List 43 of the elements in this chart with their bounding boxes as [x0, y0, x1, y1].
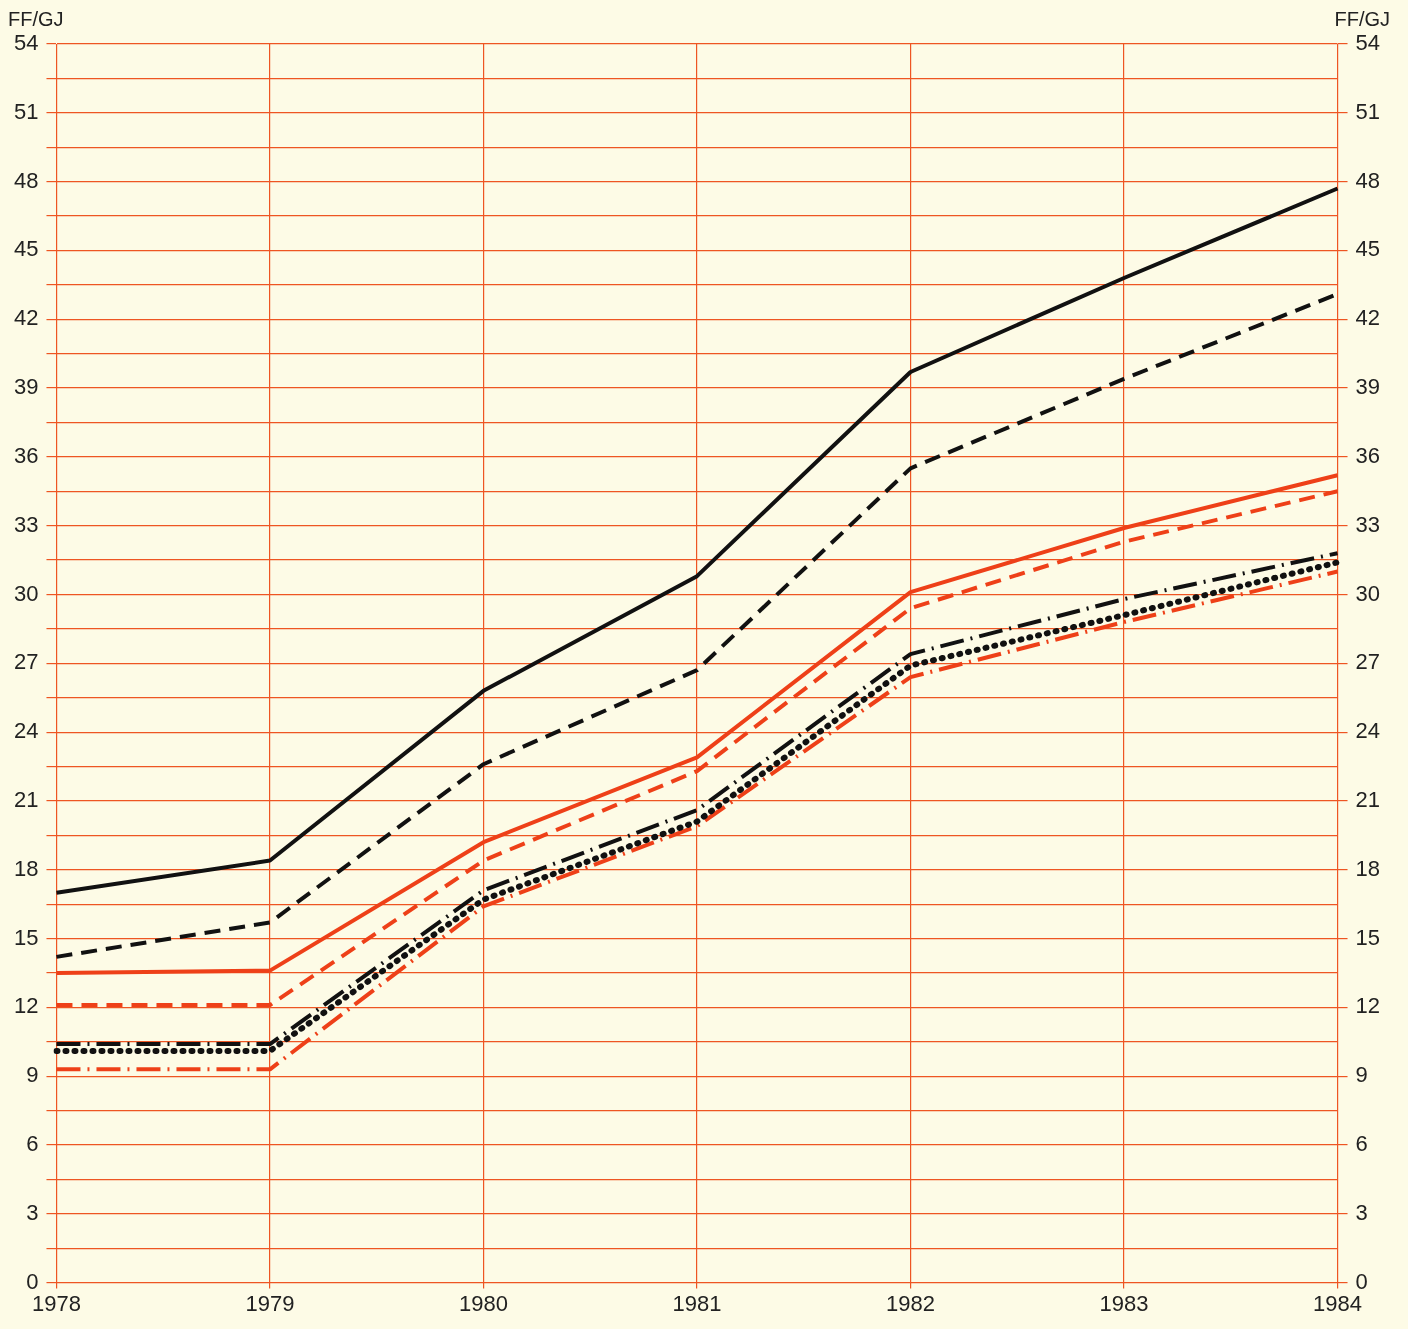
x-tick-label: 1979	[245, 1290, 295, 1316]
y-tick-label: 48	[13, 167, 39, 193]
y2-tick-label: 51	[1355, 98, 1381, 124]
y2-axis-title: FF/GJ	[1334, 7, 1390, 30]
y2-tick-label: 33	[1355, 511, 1381, 537]
y-tick-label: 15	[13, 924, 39, 950]
y-tick-label: 9	[26, 1062, 39, 1088]
y-tick-label: 45	[13, 236, 39, 262]
y-tick-label: 18	[13, 855, 39, 881]
y-tick-label: 27	[13, 649, 39, 675]
y-tick-label: 36	[13, 442, 39, 468]
y-tick-label: 33	[13, 511, 39, 537]
y2-tick-label: 15	[1355, 924, 1381, 950]
y2-tick-label: 3	[1355, 1199, 1368, 1225]
y2-tick-label: 54	[1355, 30, 1381, 56]
y-tick-label: 42	[13, 305, 39, 331]
y2-tick-label: 42	[1355, 305, 1381, 331]
y2-tick-label: 30	[1355, 580, 1381, 606]
y2-tick-label: 18	[1355, 855, 1381, 881]
x-tick-label: 1983	[1099, 1290, 1149, 1316]
y-tick-label: 54	[13, 30, 39, 56]
y2-tick-label: 27	[1355, 649, 1381, 675]
y2-tick-label: 12	[1355, 993, 1381, 1019]
y-tick-label: 24	[13, 718, 39, 744]
y-tick-label: 51	[13, 98, 39, 124]
y2-tick-label: 21	[1355, 786, 1381, 812]
y-tick-label: 3	[26, 1199, 39, 1225]
y-axis-title: FF/GJ	[8, 7, 64, 30]
x-tick-label: 1981	[672, 1290, 722, 1316]
y2-tick-label: 48	[1355, 167, 1381, 193]
y-tick-label: 30	[13, 580, 39, 606]
y2-tick-label: 39	[1355, 374, 1381, 400]
x-tick-label: 1980	[459, 1290, 508, 1316]
y2-tick-label: 24	[1355, 718, 1381, 744]
y-tick-label: 6	[26, 1131, 39, 1157]
y-tick-label: 12	[13, 993, 39, 1019]
y2-tick-label: 36	[1355, 442, 1381, 468]
y2-tick-label: 45	[1355, 236, 1381, 262]
y-tick-label: 21	[13, 786, 39, 812]
y-tick-label: 39	[13, 374, 39, 400]
x-tick-label: 1982	[886, 1290, 935, 1316]
y2-tick-label: 9	[1355, 1062, 1368, 1088]
y2-tick-label: 6	[1355, 1131, 1368, 1157]
